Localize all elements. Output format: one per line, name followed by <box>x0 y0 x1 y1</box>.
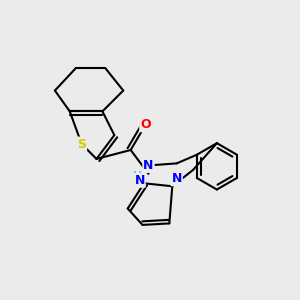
Text: N: N <box>172 172 182 185</box>
Text: H: H <box>134 171 143 181</box>
Text: S: S <box>77 138 86 151</box>
Text: O: O <box>140 118 151 131</box>
Text: N: N <box>134 174 145 187</box>
Text: N: N <box>143 159 154 172</box>
